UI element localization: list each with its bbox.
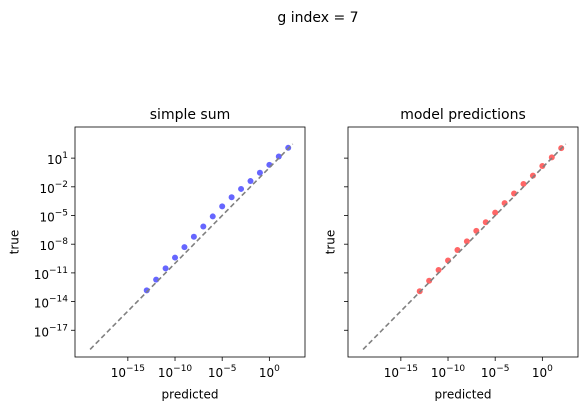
x-tick-label: 100 <box>259 364 280 380</box>
scatter-point <box>256 169 263 176</box>
x-tick-label: 10−5 <box>481 364 510 380</box>
scatter-point <box>162 265 169 272</box>
scatter-point <box>275 153 282 160</box>
scatter-point <box>426 277 433 284</box>
scatter-point <box>463 238 470 245</box>
x-tick-label: 10−5 <box>208 364 237 380</box>
scatter-point <box>143 287 150 294</box>
x-tick-label: 100 <box>532 364 553 380</box>
scatter-point <box>172 254 179 261</box>
y-tick-label: 10−17 <box>34 323 68 339</box>
scatter-point <box>529 172 536 179</box>
scatter-point <box>228 194 235 201</box>
x-tick-label: 10−15 <box>384 364 418 380</box>
x-axis-label: predicted <box>435 388 492 402</box>
y-tick-label: 10−11 <box>34 265 68 281</box>
y-tick-label: 101 <box>47 151 68 167</box>
x-tick-label: 10−10 <box>431 364 466 380</box>
y-axis-label: true <box>8 230 22 255</box>
scatter-point <box>238 185 245 192</box>
subplot-title: simple sum <box>150 107 230 123</box>
y-tick-label: 10−5 <box>39 208 68 224</box>
reference-line <box>362 143 567 350</box>
scatter-point <box>219 203 226 210</box>
scatter-point <box>520 180 527 187</box>
plot-frame <box>74 126 306 358</box>
x-tick-label: 10−10 <box>158 364 193 380</box>
x-tick-label: 10−15 <box>111 364 145 380</box>
y-axis-label: true <box>324 230 338 255</box>
reference-line <box>89 143 294 350</box>
x-axis-label: predicted <box>162 388 219 402</box>
y-tick-label: 10−14 <box>34 294 69 310</box>
plot-frame <box>347 126 579 358</box>
y-tick-label: 10−8 <box>39 237 68 253</box>
scatter-point <box>539 163 546 170</box>
scatter-point <box>190 233 197 240</box>
scatter-point <box>247 178 254 185</box>
subplot-title: model predictions <box>400 107 526 123</box>
scatter-point <box>200 223 207 230</box>
figure-title: g index = 7 <box>277 10 358 26</box>
scatter-point <box>209 213 216 220</box>
scatter-point <box>492 209 499 216</box>
scatter-point <box>435 267 442 274</box>
scatter-point <box>181 244 188 251</box>
y-tick-label: 10−2 <box>39 179 68 195</box>
